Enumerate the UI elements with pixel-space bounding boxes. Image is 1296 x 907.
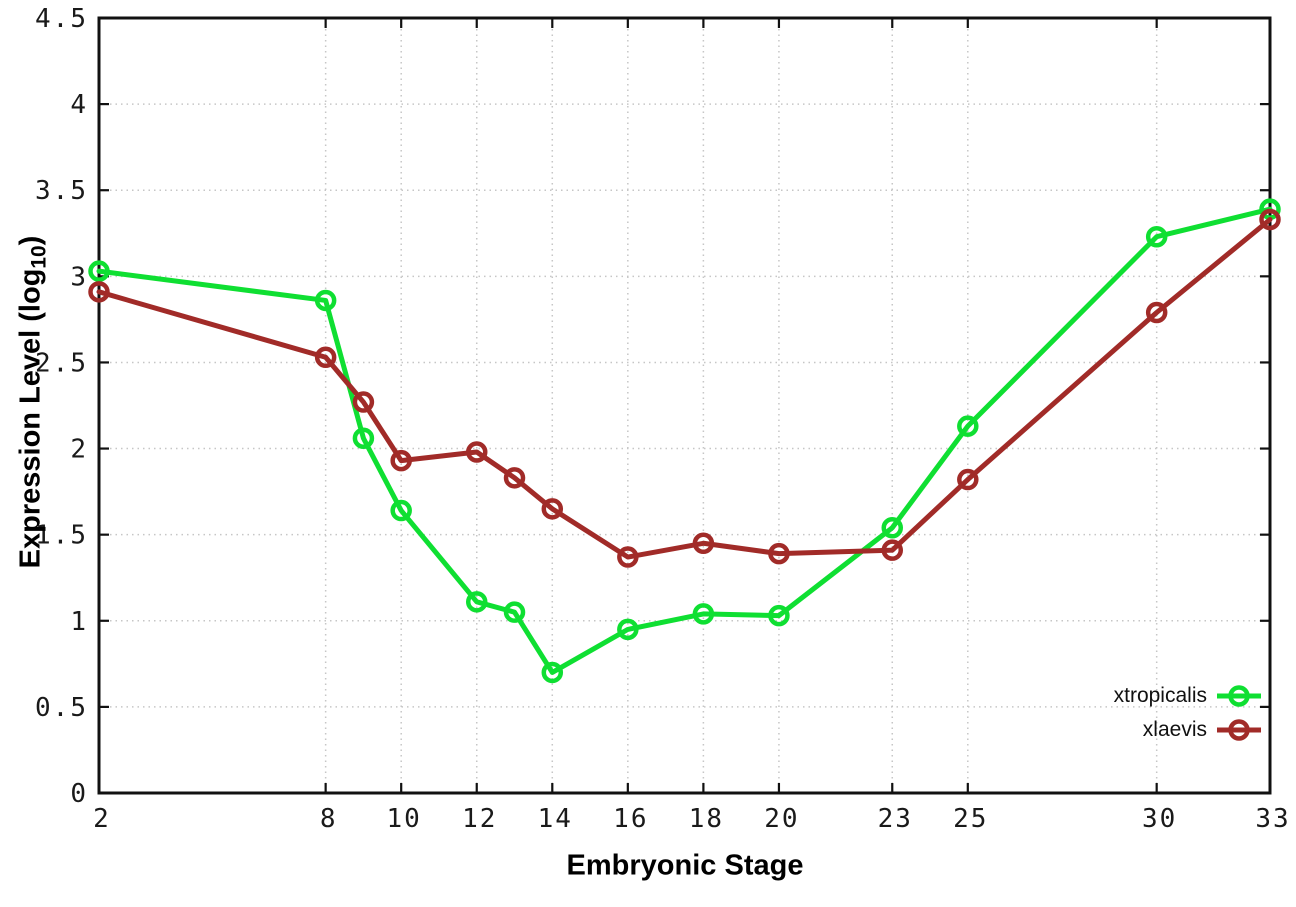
data-point-xlaevis xyxy=(314,346,337,369)
y-tick-label: 3.5 xyxy=(35,176,88,206)
legend-label-xlaevis: xlaevis xyxy=(1142,717,1207,741)
data-point-xlaevis xyxy=(768,542,790,565)
data-point-xlaevis xyxy=(390,449,412,472)
y-tick-label: 4.5 xyxy=(35,4,88,34)
y-axis-title-text: Expression Level (log xyxy=(14,268,47,569)
data-point-xtropicalis xyxy=(314,289,337,312)
x-tick-label: 25 xyxy=(953,804,988,834)
x-tick-label: 2 xyxy=(93,804,111,834)
x-tick-label: 8 xyxy=(320,804,338,834)
data-point-xlaevis xyxy=(957,468,979,491)
x-tick-label: 20 xyxy=(764,804,799,834)
y-tick-label: 1 xyxy=(70,607,88,637)
x-tick-label: 18 xyxy=(689,804,724,834)
x-tick-label: 23 xyxy=(878,804,913,834)
plot-border xyxy=(97,16,1272,795)
series-line-xlaevis xyxy=(96,217,1273,560)
data-point-xtropicalis xyxy=(352,427,375,449)
y-tick-label: 0 xyxy=(70,779,88,809)
data-point-xtropicalis xyxy=(541,661,564,684)
data-point-xtropicalis xyxy=(503,601,526,623)
data-point-xlaevis xyxy=(541,498,564,520)
data-point-xlaevis xyxy=(503,467,526,489)
data-point-xlaevis xyxy=(1145,301,1168,324)
y-tick-label: 4 xyxy=(70,90,88,120)
y-tick-label: 0.5 xyxy=(35,693,88,723)
legend-label-xtropicalis: xtropicalis xyxy=(1113,683,1207,707)
y-tick-label: 2 xyxy=(70,435,88,465)
data-point-xtropicalis xyxy=(617,618,639,641)
y-axis-title: Expression Level (log10) xyxy=(15,236,52,569)
data-point-xtropicalis xyxy=(1145,225,1168,248)
data-point-xtropicalis xyxy=(881,517,904,539)
x-tick-label: 14 xyxy=(538,804,573,834)
y-tick-label: 3 xyxy=(70,262,88,292)
x-tick-label: 30 xyxy=(1142,804,1177,834)
legend: xtropicalis xlaevis xyxy=(1114,681,1262,744)
data-point-xtropicalis xyxy=(88,260,110,282)
legend-sample-marker xyxy=(1228,718,1250,741)
data-point-xlaevis xyxy=(88,281,110,303)
legend-row-xlaevis: xlaevis xyxy=(1143,715,1262,744)
x-axis-title: Embryonic Stage xyxy=(566,849,804,882)
data-point-xtropicalis xyxy=(465,591,488,613)
data-point-xlaevis xyxy=(881,539,904,561)
x-tick-label: 16 xyxy=(613,804,648,834)
x-tick-label: 10 xyxy=(387,804,422,834)
data-point-xtropicalis xyxy=(957,415,979,437)
data-point-xtropicalis xyxy=(390,499,412,522)
data-point-xlaevis xyxy=(352,391,375,413)
x-tick-label: 33 xyxy=(1255,804,1290,834)
legend-marker-xlaevis-icon xyxy=(1217,718,1261,741)
data-point-xlaevis xyxy=(692,532,715,555)
data-point-xlaevis xyxy=(465,441,488,463)
legend-row-xtropicalis: xtropicalis xyxy=(1114,681,1262,710)
x-tick-label: 12 xyxy=(462,804,497,834)
data-point-xtropicalis xyxy=(692,603,715,625)
y-axis-title-subscript: 10 xyxy=(27,245,51,269)
legend-marker-xtropicalis-icon xyxy=(1217,684,1261,707)
data-point-xtropicalis xyxy=(768,604,790,627)
data-point-xlaevis xyxy=(1259,208,1281,231)
y-tick-label: 2.5 xyxy=(35,348,88,378)
data-point-xlaevis xyxy=(617,546,639,568)
y-axis-title-suffix: ) xyxy=(14,235,47,246)
y-tick-label: 1.5 xyxy=(35,521,88,551)
legend-sample-marker xyxy=(1228,684,1250,707)
series-line-xtropicalis xyxy=(96,206,1273,675)
